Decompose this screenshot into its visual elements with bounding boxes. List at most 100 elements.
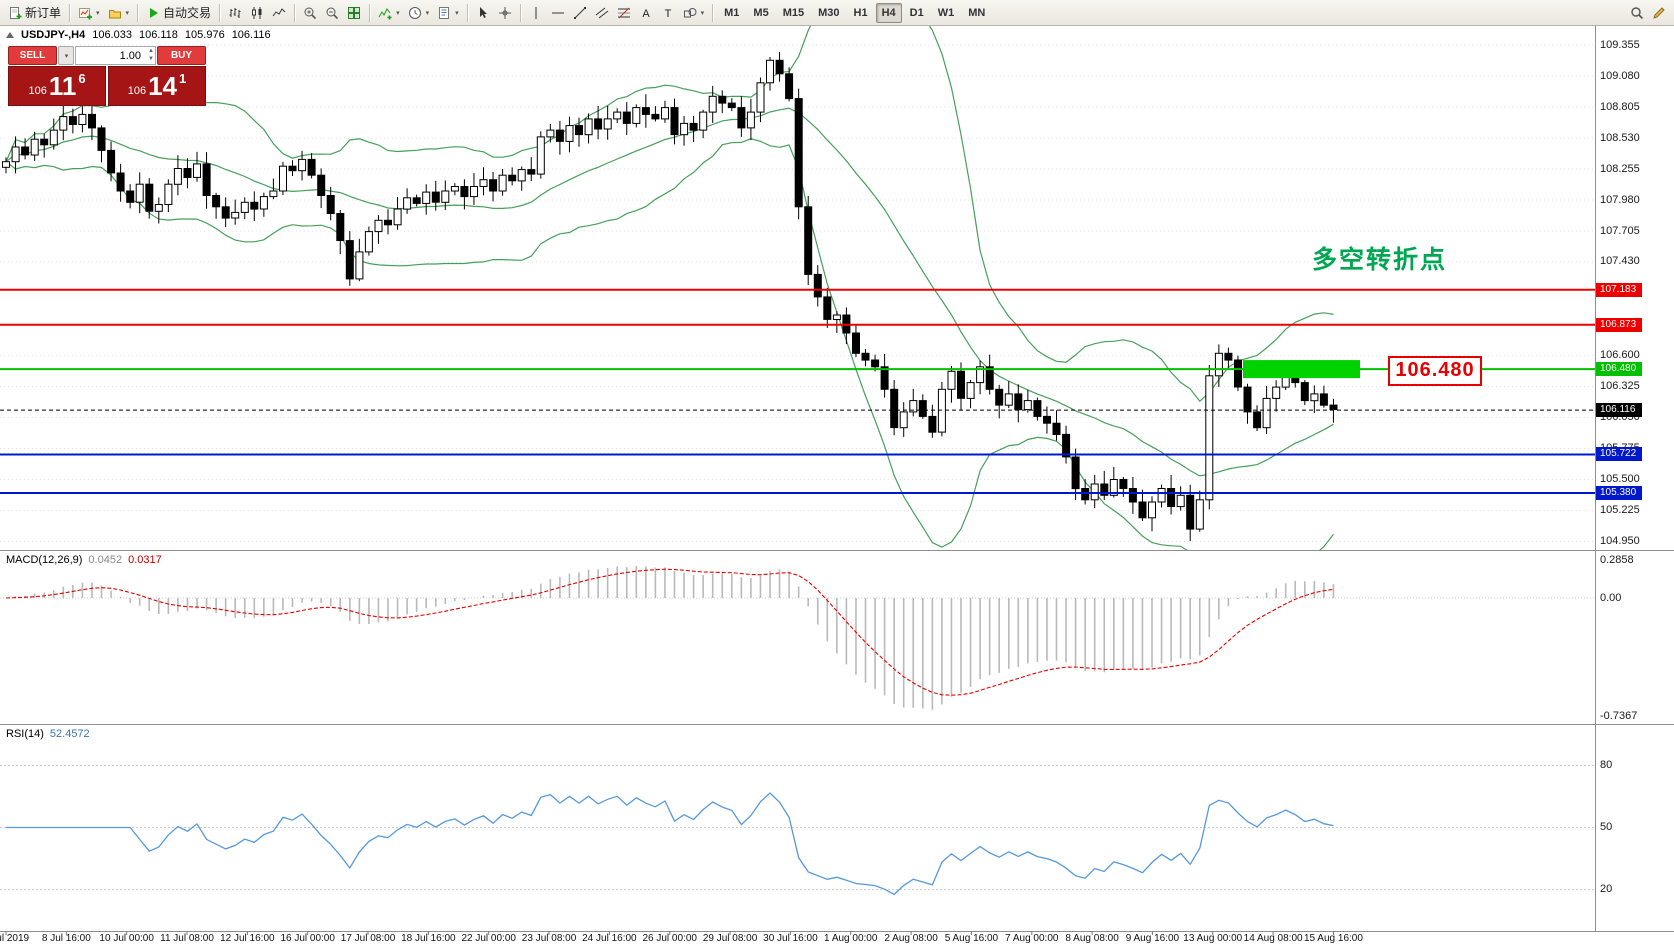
zoom-in-button[interactable] (299, 2, 321, 23)
label-button[interactable]: T (657, 2, 679, 23)
quick-edit-button[interactable] (1648, 2, 1670, 23)
ask-price-panel[interactable]: 106 14 1 (108, 66, 206, 106)
shapes-icon (683, 6, 697, 20)
sell-button[interactable]: SELL (8, 46, 57, 65)
price-tick-label: 107.980 (1600, 193, 1640, 206)
bid-price-panel[interactable]: 106 11 6 (8, 66, 106, 106)
new-chart-button[interactable]: ▾ (74, 2, 104, 23)
bar-chart-button[interactable] (224, 2, 246, 23)
chevron-down-icon: ▾ (396, 9, 400, 17)
time-label: 29 Jul 08:00 (702, 933, 758, 944)
timeframe-d1-button[interactable]: D1 (909, 6, 924, 19)
zoom-out-button[interactable] (321, 2, 343, 23)
zoom-out-icon (325, 6, 339, 20)
symbol-ohlc-bar: USDJPY-,H4 106.033 106.118 105.976 106.1… (6, 29, 271, 41)
price-tick-label: 106.600 (1600, 349, 1640, 362)
price-tick-label: 109.355 (1600, 38, 1640, 51)
horizontal-line-button[interactable] (547, 2, 569, 23)
channel-button[interactable] (591, 2, 613, 23)
ohlc-low: 105.976 (184, 29, 225, 41)
auto-trading-label: 自动交易 (163, 6, 212, 20)
volume-input[interactable] (76, 49, 155, 62)
auto-trading-button[interactable]: 自动交易 (142, 2, 215, 23)
fibonacci-button[interactable] (613, 2, 635, 23)
time-label: 5 Aug 16:00 (944, 933, 999, 944)
new-order-button[interactable]: 新订单 (4, 2, 65, 23)
timeframe-mn-button[interactable]: MN (968, 6, 986, 19)
price-tick-label: 108.805 (1600, 100, 1640, 113)
ask-big: 14 (148, 71, 178, 101)
order-type-dropdown[interactable]: ▾ (58, 46, 74, 65)
collapse-trade-panel-icon[interactable] (6, 32, 14, 38)
toolbar-separator (219, 3, 221, 22)
timeframe-w1-button[interactable]: W1 (937, 6, 955, 19)
resistance-line-2-badge: 106.873 (1596, 317, 1642, 332)
timeframe-h4-button[interactable]: H4 (875, 2, 902, 23)
search-button[interactable] (1626, 2, 1648, 23)
chevron-down-icon: ▾ (425, 9, 430, 17)
text-button[interactable]: A (635, 2, 657, 23)
spinner-up-icon[interactable]: ▲ (148, 48, 154, 54)
trade-panel-controls: SELL ▾ ▲▼ BUY (8, 46, 206, 65)
toolbar-separator (466, 3, 468, 22)
rsi-value: 52.4572 (49, 728, 90, 740)
periods-button[interactable]: ▾ (404, 2, 434, 23)
indicators-icon (378, 6, 392, 20)
line-chart-button[interactable] (268, 2, 290, 23)
time-label: 8 Aug 08:00 (1065, 933, 1119, 944)
macd-signal-value: 0.0317 (128, 554, 162, 566)
time-label: 23 Jul 08:00 (521, 933, 577, 944)
profiles-button[interactable]: ▾ (104, 2, 134, 23)
time-label: 26 Jul 00:00 (642, 933, 697, 944)
ask-sup: 1 (179, 70, 187, 86)
volume-spinner[interactable]: ▲ ▼ (148, 47, 154, 63)
price-tick-label: 104.950 (1600, 534, 1640, 547)
timeframe-m1-button[interactable]: M1 (724, 6, 740, 19)
time-label: 16 Jul 00:00 (280, 933, 335, 944)
buy-button[interactable]: BUY (157, 46, 206, 65)
quick-edit-icon (1652, 6, 1666, 20)
vertical-line-button[interactable] (525, 2, 547, 23)
vertical-line-icon (529, 6, 543, 20)
price-tick-label: 106.325 (1600, 380, 1640, 393)
chevron-down-icon: ▾ (96, 9, 100, 17)
macd-name: MACD(12,26,9) (6, 554, 83, 566)
crosshair-button[interactable] (494, 2, 516, 23)
svg-text:A: A (642, 8, 650, 20)
time-label: 30 Jul 16:00 (763, 933, 818, 944)
volume-field[interactable]: ▲▼ (75, 46, 156, 65)
templates-button[interactable]: ▾ (433, 2, 463, 23)
candlestick-button[interactable] (246, 2, 268, 23)
rsi-axis-label: 80 (1600, 758, 1613, 771)
key-level-highlight[interactable] (1243, 360, 1360, 379)
time-label: 1 Aug 00:00 (824, 933, 878, 944)
timeframe-m15-button[interactable]: M15 (782, 6, 805, 19)
text-icon: A (639, 6, 653, 20)
resistance-line-1-badge: 107.183 (1596, 282, 1642, 297)
chart-canvas[interactable] (0, 26, 1674, 947)
time-axis[interactable]: 5 Jul 2019 8 Jul 16:00 10 Jul 00:00 11 Jul … (0, 932, 1595, 947)
indicators-button[interactable]: ▾ (374, 2, 404, 23)
toolbar-separator (712, 3, 714, 22)
chevron-down-icon: ▾ (64, 52, 69, 60)
trade-panel-prices: 106 11 6 106 14 1 (8, 66, 206, 106)
label-icon: T (661, 6, 675, 20)
spinner-down-icon[interactable]: ▼ (148, 56, 154, 62)
timeframe-h1-button[interactable]: H1 (853, 6, 868, 19)
ohlc-open: 106.033 (92, 29, 132, 41)
time-label: 5 Jul 2019 (0, 933, 30, 944)
turning-point-annotation[interactable]: 多空转折点 (1312, 246, 1448, 274)
shapes-button[interactable]: ▾ (679, 2, 709, 23)
svg-text:T: T (664, 8, 671, 20)
tile-windows-button[interactable] (343, 2, 365, 23)
key-level-price-label[interactable]: 106.480 (1388, 356, 1482, 386)
bid-sup: 6 (78, 70, 86, 86)
trendline-button[interactable] (569, 2, 591, 23)
timeframe-m5-button[interactable]: M5 (753, 6, 769, 19)
time-label: 11 Jul 08:00 (160, 933, 214, 944)
chevron-down-icon: ▾ (125, 9, 130, 17)
price-axis[interactable]: 109.355 109.080 108.805 108.530 108.255 107.9… (1595, 26, 1674, 931)
timeframe-m30-button[interactable]: M30 (818, 6, 840, 19)
cursor-button[interactable] (472, 2, 494, 23)
time-label: 9 Aug 16:00 (1125, 933, 1180, 944)
